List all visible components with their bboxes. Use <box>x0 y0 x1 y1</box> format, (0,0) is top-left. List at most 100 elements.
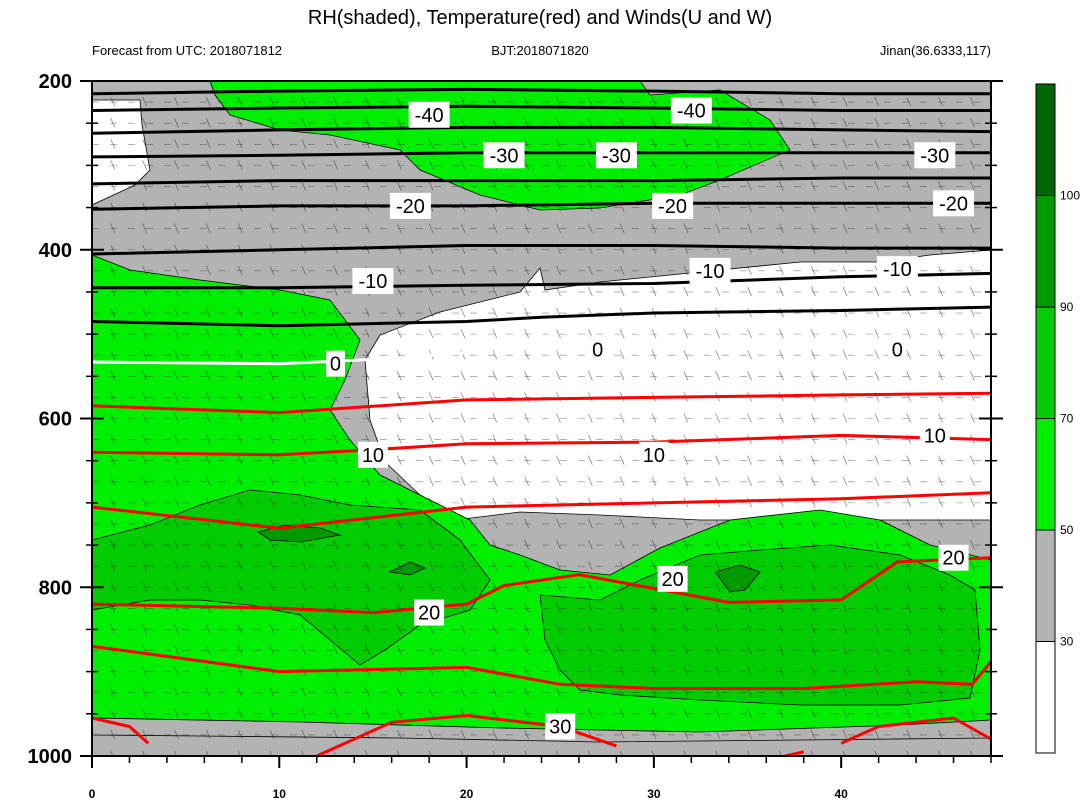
wind-barb <box>810 708 816 718</box>
wind-barb <box>715 518 721 529</box>
wind-barb <box>142 160 147 170</box>
wind-barb <box>747 371 752 381</box>
wind-barb <box>205 434 211 444</box>
wind-barb <box>460 539 466 550</box>
wind-barb <box>365 645 370 655</box>
wind-barb <box>301 497 307 508</box>
wind-barb <box>237 624 243 634</box>
wind-barb <box>779 413 784 423</box>
wind-barb <box>205 687 211 697</box>
wind-barb <box>428 708 434 718</box>
wind-barb <box>683 603 689 613</box>
wind-barb <box>333 181 338 191</box>
wind-barb <box>524 96 529 107</box>
wind-barb <box>205 392 211 402</box>
wind-barb <box>524 561 529 571</box>
wind-barb <box>938 624 943 634</box>
wind-barb <box>237 434 243 444</box>
wind-barb <box>174 687 179 697</box>
wind-barb <box>142 666 147 676</box>
wind-barb <box>365 328 370 339</box>
wind-barb <box>842 139 848 149</box>
wind-barb <box>396 455 402 465</box>
wind-barb <box>110 666 116 676</box>
wind-barb <box>237 371 243 381</box>
wind-barb <box>301 328 307 339</box>
wind-barb <box>269 350 275 360</box>
wind-barb <box>938 518 943 529</box>
wind-barb <box>906 539 912 550</box>
wind-barb <box>269 139 275 149</box>
wind-barb <box>651 223 657 233</box>
contour-label: -20 <box>396 196 425 218</box>
wind-barb <box>970 223 975 233</box>
wind-barb <box>365 160 370 170</box>
contour-label: 0 <box>330 354 341 376</box>
wind-barb <box>460 118 466 128</box>
contour-label: -30 <box>490 145 519 167</box>
wind-barb <box>556 413 561 423</box>
wind-barb <box>747 539 752 550</box>
wind-barb <box>396 181 402 191</box>
wind-barb <box>110 307 116 318</box>
wind-barb <box>683 666 689 676</box>
contour-label: -10 <box>883 259 912 281</box>
contour-label-box <box>588 336 608 363</box>
wind-barb <box>906 645 912 655</box>
wind-barb <box>779 371 784 381</box>
wind-barb <box>205 497 211 508</box>
wind-barb <box>874 645 880 655</box>
wind-barb <box>110 539 116 550</box>
wind-barb <box>333 223 338 233</box>
wind-barb <box>460 518 466 529</box>
wind-barb <box>110 518 116 529</box>
wind-barb <box>269 181 275 191</box>
wind-barb <box>301 139 307 149</box>
temperature-contour-10 <box>92 391 991 415</box>
temperature-contour-minus10 <box>92 271 991 290</box>
wind-barb <box>492 413 498 423</box>
wind-barb <box>651 328 657 339</box>
y-tick-label: 800 <box>39 577 72 599</box>
wind-barb <box>142 455 147 465</box>
wind-barb <box>110 434 116 444</box>
wind-barb <box>810 265 816 275</box>
contour-label-box <box>483 142 525 169</box>
wind-barb <box>460 265 466 275</box>
temperature-contour-minus10 <box>92 305 991 328</box>
rh-wet-spot-2 <box>388 561 427 576</box>
wind-barb <box>747 708 752 718</box>
wind-barb <box>747 160 752 170</box>
wind-barb <box>874 96 880 107</box>
contour-label-box <box>670 97 712 124</box>
wind-barb <box>874 118 880 128</box>
wind-barb <box>556 139 561 149</box>
wind-barb <box>269 96 275 107</box>
wind-barb <box>205 96 211 107</box>
wind-barb <box>365 223 370 233</box>
wind-barb <box>874 476 880 486</box>
wind-barb <box>269 497 275 508</box>
wind-barb <box>365 561 370 571</box>
wind-barb <box>142 497 147 508</box>
wind-barb <box>779 223 784 233</box>
wind-barb <box>396 139 402 149</box>
wind-barb <box>715 371 721 381</box>
wind-barb <box>938 708 943 718</box>
wind-barb <box>906 518 912 529</box>
wind-barb <box>460 645 466 655</box>
station-label: Jinan(36.6333,117) <box>880 43 991 58</box>
wind-barb <box>333 160 338 170</box>
contour-label-box <box>887 336 907 363</box>
wind-barb <box>779 328 784 339</box>
wind-barb <box>301 160 307 170</box>
wind-barb <box>588 624 593 634</box>
wind-barb <box>938 687 943 697</box>
wind-barb <box>301 539 307 550</box>
temperature-contour-minus30 <box>92 151 991 159</box>
wind-barb <box>842 729 848 740</box>
wind-barb <box>396 729 402 740</box>
colorbar-swatch <box>1035 641 1056 754</box>
wind-barb <box>651 476 657 486</box>
wind-barb <box>301 265 307 275</box>
